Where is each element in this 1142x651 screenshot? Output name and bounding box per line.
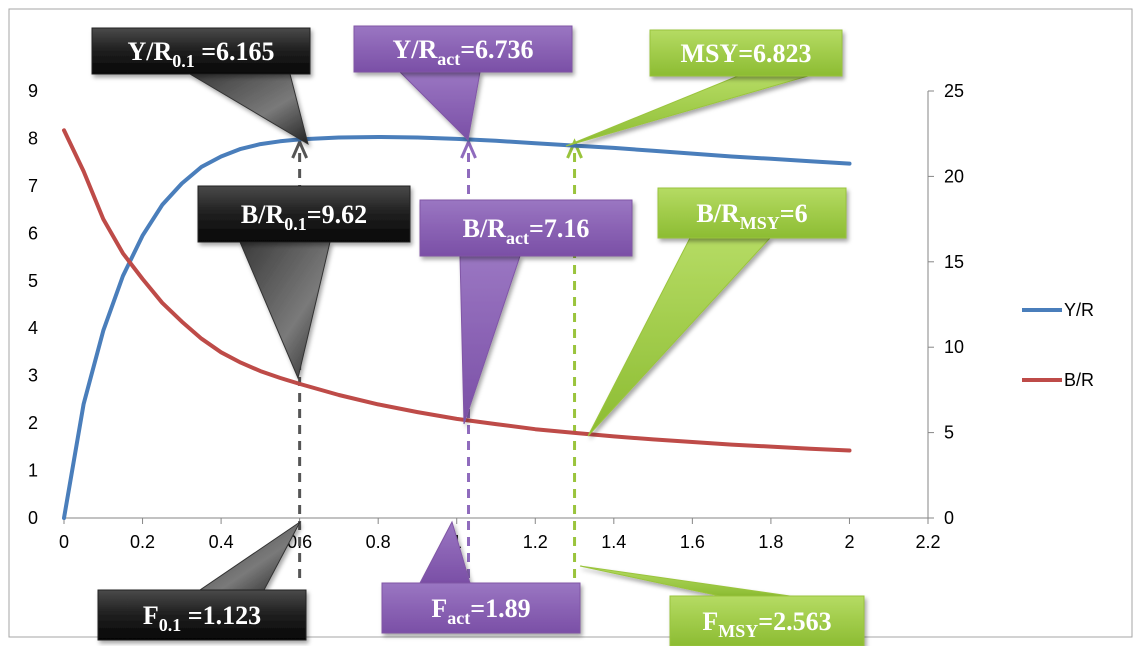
callout-label-subscript: act xyxy=(437,49,460,69)
x-tick-label: 2 xyxy=(844,532,854,552)
callout-label: Y/Ract=6.736 xyxy=(392,35,533,69)
callout-pointer xyxy=(239,241,331,380)
callout-3: MSY=6.823 xyxy=(565,29,843,147)
chart-border xyxy=(8,8,1133,638)
callout-label-main: B/R xyxy=(241,200,285,229)
callout-label-subscript: act xyxy=(447,608,470,628)
callout-label-main: F xyxy=(702,607,718,636)
y-left-tick-label: 0 xyxy=(28,508,38,528)
callout-pointer xyxy=(188,73,309,146)
y-right-tick-label: 25 xyxy=(944,81,964,101)
y-left-tick-label: 3 xyxy=(28,366,38,386)
callouts-layer: Y/R0.1 =6.165 Y/Ract=6.736 MSY=6.823B/R0.1… xyxy=(91,25,865,647)
callout-pointer xyxy=(459,255,521,425)
callout-label-subscript: 0.1 xyxy=(159,615,182,635)
callout-box xyxy=(97,589,307,641)
callout-box xyxy=(91,27,311,75)
callout-label-main: F xyxy=(143,601,159,630)
callout-5: B/Ract=7.16 xyxy=(419,199,633,425)
callout-6: B/RMSY=6 xyxy=(587,187,847,437)
callout-label: FMSY=2.563 xyxy=(702,607,831,641)
callout-8: Fact=1.89 xyxy=(381,520,581,634)
callout-label-subscript: 0.1 xyxy=(284,214,307,234)
callout-box xyxy=(197,185,411,243)
callout-box xyxy=(419,199,633,257)
legend-layer: Y/R B/R xyxy=(1022,300,1094,390)
callout-label-subscript: 0.1 xyxy=(172,51,195,71)
reference-arrowhead-fact xyxy=(460,138,477,159)
y-left-tick-label: 9 xyxy=(28,81,38,101)
x-tick-label: 0.8 xyxy=(366,532,391,552)
callout-label-value: =1.89 xyxy=(470,594,530,623)
callout-label-main: F xyxy=(431,594,447,623)
callout-7: F0.1 =1.123 xyxy=(97,521,307,641)
x-tick-label: 2.2 xyxy=(915,532,940,552)
callout-label: B/R0.1=9.62 xyxy=(241,200,367,234)
y-left-tick-label: 1 xyxy=(28,461,38,481)
y-right-tick-label: 20 xyxy=(944,166,964,186)
y-right-tick-label: 10 xyxy=(944,337,964,357)
callout-label-main: B/R xyxy=(696,199,740,228)
callout-pointer xyxy=(579,565,791,597)
series-line-yr xyxy=(62,135,852,520)
callout-pointer xyxy=(587,237,772,437)
callout-box xyxy=(353,25,573,73)
x-tick-label: 0.2 xyxy=(130,532,155,552)
callout-label-main: B/R xyxy=(463,214,507,243)
callout-label-value: =2.563 xyxy=(758,607,831,636)
y-left-tick-label: 6 xyxy=(28,223,38,243)
callout-label-value: =6.165 xyxy=(195,37,275,66)
callout-label-subscript: MSY xyxy=(740,213,780,233)
callout-label-main: MSY=6.823 xyxy=(680,39,811,68)
y-right-tick-label: 5 xyxy=(944,423,954,443)
series-line-br xyxy=(62,128,852,453)
y-right-tick-label: 15 xyxy=(944,252,964,272)
callout-label: Y/R0.1 =6.165 xyxy=(127,37,274,71)
y-left-tick-label: 8 xyxy=(28,128,38,148)
callout-9: FMSY=2.563 xyxy=(579,565,865,647)
x-tick-label: 0.4 xyxy=(209,532,234,552)
x-tick-label: 1.6 xyxy=(680,532,705,552)
callout-4: B/R0.1=9.62 xyxy=(197,185,411,380)
y-right-tick-label: 0 xyxy=(944,508,954,528)
y-left-tick-label: 4 xyxy=(28,318,38,338)
legend-label: Y/R xyxy=(1064,300,1094,320)
x-tick-label: 1.2 xyxy=(523,532,548,552)
callout-label-main: Y/R xyxy=(392,35,437,64)
callout-label: B/RMSY=6 xyxy=(696,199,807,233)
x-tick-label: 1.4 xyxy=(601,532,626,552)
series-layer xyxy=(62,128,852,520)
callout-label-value: =7.16 xyxy=(529,214,589,243)
callout-label: F0.1 =1.123 xyxy=(143,601,261,635)
callout-1: Y/R0.1 =6.165 xyxy=(91,27,311,146)
callout-label-value: =9.62 xyxy=(307,200,367,229)
x-tick-label: 1.8 xyxy=(758,532,783,552)
callout-label-subscript: act xyxy=(506,228,529,248)
axes-layer: 00.20.40.60.811.21.41.61.822.20123456789… xyxy=(28,81,964,552)
callout-box xyxy=(649,29,843,77)
callout-label-main: Y/R xyxy=(127,37,172,66)
callout-label: B/Ract=7.16 xyxy=(463,214,590,248)
callout-label-subscript: MSY xyxy=(718,621,758,641)
callout-box xyxy=(669,595,865,647)
legend-label: B/R xyxy=(1064,370,1094,390)
callout-label: MSY=6.823 xyxy=(680,39,811,68)
callout-pointer xyxy=(398,71,481,142)
callout-box xyxy=(657,187,847,239)
y-left-tick-label: 2 xyxy=(28,413,38,433)
callout-label-value: =1.123 xyxy=(181,601,261,630)
y-left-tick-label: 5 xyxy=(28,271,38,291)
x-tick-label: 0 xyxy=(59,532,69,552)
callout-label-value: =6.736 xyxy=(460,35,533,64)
callout-label: Fact=1.89 xyxy=(431,594,530,628)
y-left-tick-label: 7 xyxy=(28,176,38,196)
callout-2: Y/Ract=6.736 xyxy=(353,25,573,142)
callout-pointer xyxy=(419,520,471,584)
callout-pointer xyxy=(565,75,809,147)
reference-arrowhead-f0.1 xyxy=(291,138,309,159)
callout-label-value: =6 xyxy=(780,199,808,228)
callout-box xyxy=(381,582,581,634)
